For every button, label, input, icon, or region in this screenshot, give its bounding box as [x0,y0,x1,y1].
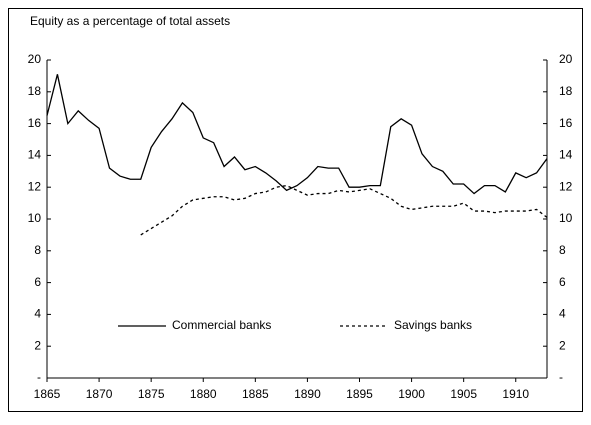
y-tick-label-right: 14 [559,148,573,162]
x-tick-label: 1895 [346,387,373,401]
y-tick-label-right: - [559,370,563,384]
y-tick-label: 14 [28,148,42,162]
y-tick-label-right: 10 [559,211,573,225]
y-tick-label-right: 4 [559,307,566,321]
y-tick-label: 6 [34,275,41,289]
y-tick-label-right: 18 [559,84,573,98]
y-tick-label: 8 [34,243,41,257]
y-tick-label-right: 16 [559,116,573,130]
y-tick-label: 18 [28,84,42,98]
y-tick-label: 4 [34,307,41,321]
y-tick-label: 2 [34,338,41,352]
x-tick-label: 1890 [294,387,321,401]
chart-title: Equity as a percentage of total assets [30,14,230,28]
x-tick-label: 1880 [190,387,217,401]
y-tick-label-right: 12 [559,179,573,193]
y-tick-label: 12 [28,179,42,193]
x-tick-label: 1900 [398,387,425,401]
legend-label: Commercial banks [172,318,271,332]
y-tick-label: 10 [28,211,42,225]
legend-label: Savings banks [394,318,472,332]
x-tick-label: 1865 [34,387,61,401]
series-line [46,74,548,195]
y-tick-label: - [37,370,41,384]
y-tick-label-right: 20 [559,52,573,66]
x-tick-label: 1870 [86,387,113,401]
x-tick-label: 1905 [450,387,477,401]
y-tick-label: 16 [28,116,42,130]
y-tick-label-right: 6 [559,275,566,289]
outer-frame [8,8,583,412]
y-tick-label-right: 8 [559,243,566,257]
y-tick-label-right: 2 [559,338,566,352]
y-tick-label: 20 [28,52,42,66]
x-tick-label: 1910 [502,387,529,401]
x-tick-label: 1885 [242,387,269,401]
series-line [140,184,548,236]
x-tick-label: 1875 [138,387,165,401]
